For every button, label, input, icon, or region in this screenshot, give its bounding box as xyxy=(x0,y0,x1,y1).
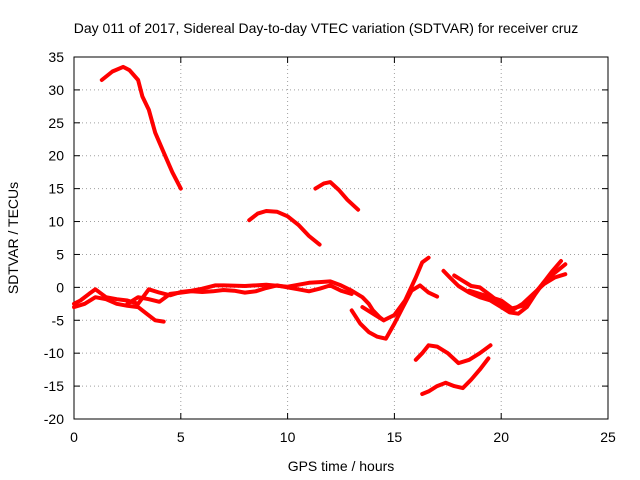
y-tick-label: 25 xyxy=(48,115,64,131)
x-tick-label: 5 xyxy=(177,429,185,445)
series-arc-1 xyxy=(99,64,183,191)
x-tick-label: 20 xyxy=(493,429,509,445)
y-tick-label: 0 xyxy=(56,279,64,295)
data-series xyxy=(72,64,568,396)
y-tick-label: -20 xyxy=(44,411,64,427)
y-tick-label: 35 xyxy=(48,49,64,65)
y-tick-label: -15 xyxy=(44,378,64,394)
x-axis-label: GPS time / hours xyxy=(288,458,395,474)
series-arc-8 xyxy=(360,255,431,323)
series-arc-10 xyxy=(420,356,491,396)
series-arc-4 xyxy=(72,279,386,323)
x-tick-label: 10 xyxy=(280,429,296,445)
series-arc-9 xyxy=(413,343,493,366)
y-tick-label: -10 xyxy=(44,345,64,361)
y-tick-label: 20 xyxy=(48,148,64,164)
chart-title: Day 011 of 2017, Sidereal Day-to-day VTE… xyxy=(74,20,578,36)
y-tick-label: 5 xyxy=(56,246,64,262)
series-arc-6 xyxy=(125,283,354,306)
y-tick-label: -5 xyxy=(52,312,65,328)
y-tick-label: 10 xyxy=(48,214,64,230)
x-tick-label: 0 xyxy=(70,429,78,445)
x-tick-label: 15 xyxy=(387,429,403,445)
plot-frame xyxy=(73,56,609,420)
series-arc-3 xyxy=(313,180,361,212)
x-tick-label: 25 xyxy=(600,429,616,445)
series-arc-7 xyxy=(349,283,440,341)
series-arc-2 xyxy=(247,209,322,247)
y-tick-label: 30 xyxy=(48,82,64,98)
y-tick-label: 15 xyxy=(48,181,64,197)
series-arc-5 xyxy=(72,295,166,324)
axis-ticks: 0 5 10 15 20 25 -20 -15 -10 -5 0 5 10 15 20 25 30 35 xyxy=(44,49,616,445)
y-axis-label: SDTVAR / TECUs xyxy=(5,182,21,294)
gridlines xyxy=(74,57,608,419)
series-arc-13 xyxy=(467,262,568,311)
